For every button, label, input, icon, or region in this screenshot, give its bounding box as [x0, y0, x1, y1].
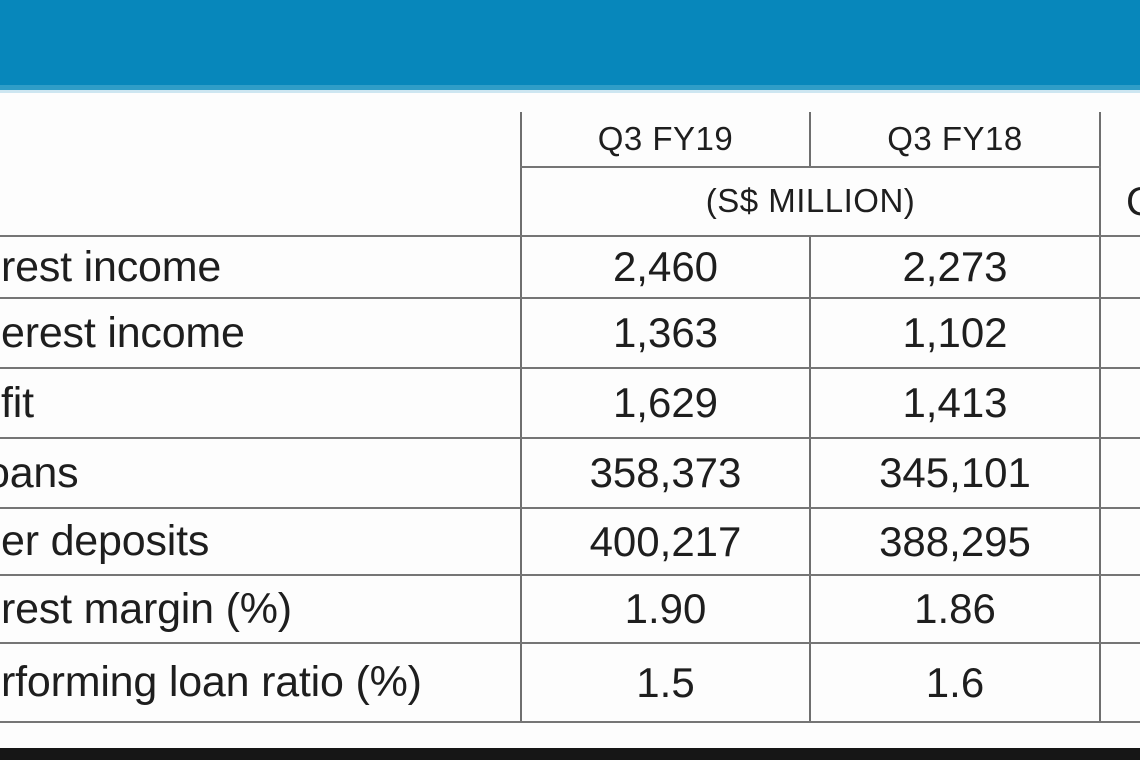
- column-divider-2-bottom: [809, 236, 811, 722]
- row-label: rforming loan ratio (%): [1, 658, 422, 706]
- row-label: oans: [0, 448, 79, 497]
- row-label: er deposits: [1, 517, 210, 565]
- top-bar-light-strip: [0, 85, 1140, 90]
- table-row: rforming loan ratio (%) 1.5 1.6: [0, 643, 1140, 722]
- row-label: rest margin (%): [1, 584, 292, 633]
- value-q3fy18: 1,413: [902, 379, 1008, 426]
- table-row: oans 358,373 345,101: [0, 438, 1140, 508]
- column-header-q3fy18: Q3 FY18: [887, 120, 1023, 157]
- value-q3fy19: 400,217: [589, 517, 742, 565]
- value-q3fy18: 345,101: [879, 449, 1031, 496]
- table-bottom-line: [0, 721, 1140, 723]
- column-divider-2-top: [809, 112, 811, 167]
- value-q3fy19: 1.90: [624, 585, 707, 632]
- value-q3fy19: 1.5: [636, 658, 695, 706]
- value-q3fy18: 388,295: [879, 517, 1031, 565]
- row-label: rest income: [1, 242, 222, 291]
- table-row: rest income 2,460 2,273: [0, 236, 1140, 298]
- value-q3fy18: 2,273: [902, 243, 1008, 290]
- table-row: er deposits 400,217 388,295: [0, 508, 1140, 575]
- column-divider-1: [520, 112, 522, 722]
- row-label: fit: [1, 378, 34, 427]
- row-line: [0, 642, 1140, 644]
- row-line: [0, 367, 1140, 369]
- row-line: [0, 574, 1140, 576]
- row-line: [0, 297, 1140, 299]
- value-q3fy18: 1.6: [925, 658, 985, 706]
- unit-header: (S$ MILLION): [705, 182, 916, 219]
- value-q3fy18: 1.86: [914, 585, 996, 632]
- bottom-accent-bar: [0, 748, 1140, 760]
- column-header-q3fy19: Q3 FY19: [597, 120, 734, 157]
- value-q3fy19: 2,460: [612, 243, 719, 290]
- row-label: erest income: [1, 308, 245, 357]
- column-divider-3: [1099, 112, 1101, 722]
- value-q3fy18: 1,102: [902, 309, 1008, 356]
- table-row: fit 1,629 1,413: [0, 368, 1140, 438]
- top-accent-bar: [0, 0, 1140, 93]
- cropped-right-column-header: C: [1126, 170, 1140, 234]
- table-row: erest income 1,363 1,102: [0, 298, 1140, 368]
- row-line: [0, 235, 1140, 237]
- value-q3fy19: 358,373: [589, 449, 742, 496]
- header-underline: [520, 166, 1101, 168]
- top-bar-pale-strip: [0, 90, 1140, 93]
- row-line: [0, 437, 1140, 439]
- value-q3fy19: 1,629: [612, 379, 719, 426]
- table-row: rest margin (%) 1.90 1.86: [0, 575, 1140, 643]
- row-line: [0, 507, 1140, 509]
- value-q3fy19: 1,363: [612, 309, 719, 356]
